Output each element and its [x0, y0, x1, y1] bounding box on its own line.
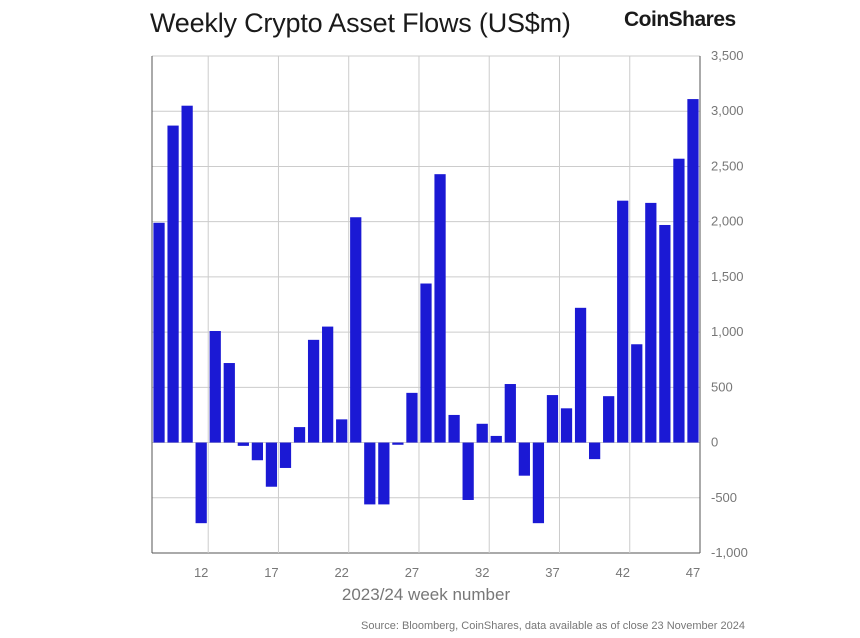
bar-week-15	[237, 442, 249, 446]
bar-week-45	[659, 224, 671, 443]
y-tick-label: 500	[711, 379, 733, 394]
bar-week-9	[153, 222, 165, 443]
coinshares-logo: CoinShares	[624, 8, 736, 31]
bar-week-23	[350, 217, 362, 443]
y-tick-label: 2,000	[711, 214, 744, 229]
x-tick-label: 17	[264, 565, 278, 580]
bar-week-42	[617, 200, 629, 443]
source-note: Source: Bloomberg, CoinShares, data avai…	[360, 620, 745, 632]
bar-week-13	[209, 331, 221, 443]
x-tick-label: 47	[686, 565, 700, 580]
bar-week-11	[181, 105, 193, 443]
bar-week-40	[588, 442, 601, 460]
y-tick-label: -1,000	[711, 545, 748, 560]
bar-week-14	[223, 363, 235, 443]
bar-week-21	[322, 326, 334, 443]
y-tick-label: 3,000	[711, 103, 744, 118]
y-tick-label: 1,000	[711, 324, 744, 339]
gridlines	[152, 55, 700, 554]
bars	[153, 99, 699, 524]
bar-week-24	[364, 442, 376, 505]
y-tick-label: 3,500	[711, 48, 744, 63]
x-tick-label: 12	[194, 565, 208, 580]
bar-week-41	[603, 396, 615, 443]
y-tick-label: 2,500	[711, 158, 744, 173]
bar-week-16	[251, 442, 264, 461]
x-tick-label: 27	[405, 565, 419, 580]
bar-week-17	[265, 442, 278, 487]
axes	[151, 56, 701, 553]
bar-week-32	[476, 423, 488, 443]
bar-week-12	[195, 442, 207, 524]
bar-week-29	[434, 174, 446, 443]
bar-week-25	[378, 442, 390, 505]
y-tick-label: -500	[711, 490, 737, 505]
bar-week-31	[462, 442, 474, 500]
bar-week-10	[167, 125, 179, 443]
bar-week-34	[504, 384, 516, 443]
bar-week-43	[631, 344, 643, 443]
bar-week-46	[673, 158, 685, 443]
bar-week-26	[392, 442, 404, 445]
bar-week-44	[645, 202, 657, 443]
bar-week-36	[532, 442, 545, 524]
bar-week-38	[560, 408, 573, 443]
bar-week-33	[490, 435, 502, 443]
bar-week-18	[279, 442, 292, 468]
bar-week-35	[518, 442, 530, 476]
x-tick-label: 22	[334, 565, 348, 580]
y-tick-label: 1,500	[711, 269, 744, 284]
chart-title: Weekly Crypto Asset Flows (US$m)	[150, 8, 571, 38]
bar-week-37	[546, 395, 559, 443]
bar-week-28	[420, 283, 432, 443]
bar-week-19	[293, 427, 306, 443]
bar-week-30	[448, 414, 460, 443]
bar-week-47	[687, 99, 699, 443]
bar-week-27	[406, 392, 418, 443]
bar-week-22	[336, 419, 348, 443]
x-tick-label: 37	[545, 565, 559, 580]
bar-week-20	[307, 339, 320, 443]
x-tick-label: 42	[615, 565, 629, 580]
y-tick-label: 0	[711, 435, 718, 450]
x-axis-title: 2023/24 week number	[341, 585, 511, 604]
x-tick-label: 32	[475, 565, 489, 580]
bar-week-39	[574, 307, 587, 443]
tick-labels: -1,000 -500 0 500 1,000 1,500 2,000 2,500 3,000 3…	[194, 48, 748, 580]
